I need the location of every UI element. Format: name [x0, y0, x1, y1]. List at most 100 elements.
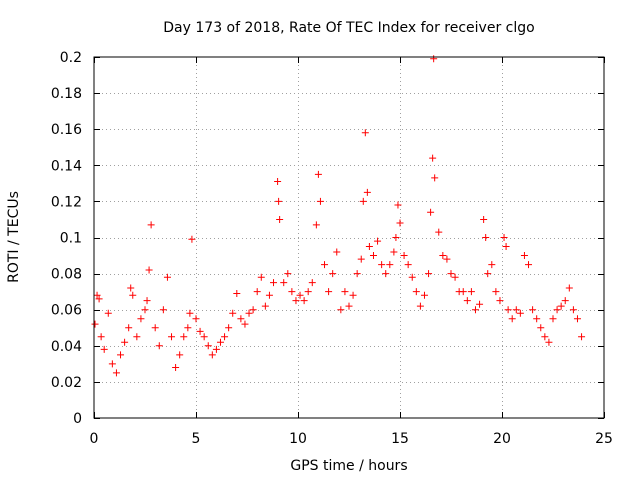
- data-point: [378, 261, 386, 269]
- y-axis-label: ROTI / TECUs: [6, 191, 22, 283]
- data-point: [341, 288, 349, 296]
- data-point: [430, 55, 438, 63]
- data-point: [325, 288, 333, 296]
- y-tick-label: 0.12: [51, 194, 82, 210]
- data-point: [476, 300, 484, 308]
- data-point: [108, 360, 116, 368]
- data-point: [284, 270, 292, 278]
- data-point: [155, 342, 163, 350]
- data-point: [145, 266, 153, 274]
- data-point: [104, 309, 112, 317]
- x-tick-label: 10: [289, 431, 307, 447]
- data-point: [549, 315, 557, 323]
- data-point: [447, 270, 455, 278]
- data-point: [420, 291, 428, 299]
- data-point: [337, 306, 345, 314]
- data-point: [482, 234, 490, 241]
- y-tick-label: 0.18: [51, 86, 82, 102]
- data-point: [237, 315, 245, 323]
- data-point: [569, 306, 577, 314]
- data-point: [314, 170, 322, 178]
- data-point: [484, 270, 492, 278]
- data-point: [186, 309, 194, 317]
- y-tick-label: 0.02: [51, 375, 82, 391]
- data-point: [408, 273, 416, 281]
- data-point: [361, 129, 369, 137]
- x-tick-label: 5: [192, 431, 201, 447]
- data-point: [300, 297, 308, 305]
- data-point: [488, 261, 496, 269]
- data-point: [312, 221, 320, 229]
- grid-lines: [94, 57, 604, 418]
- x-tick-labels: 0 5 10 15 20 25: [90, 431, 613, 447]
- data-point: [200, 333, 208, 341]
- y-tick-label: 0.16: [51, 122, 82, 138]
- data-point: [392, 234, 400, 241]
- data-point: [363, 188, 371, 196]
- data-point: [208, 351, 216, 359]
- data-point: [435, 228, 443, 236]
- data-point: [512, 306, 520, 314]
- data-point: [151, 324, 159, 332]
- y-tick-label: 0: [73, 411, 82, 427]
- y-tick-label: 0.08: [51, 267, 82, 283]
- data-point: [565, 284, 573, 292]
- data-point: [537, 324, 545, 332]
- y-tick-label: 0.1: [60, 231, 82, 247]
- data-point: [374, 237, 382, 245]
- data-point: [349, 291, 357, 299]
- data-point: [192, 315, 200, 323]
- data-point: [365, 243, 373, 251]
- data-point: [143, 297, 151, 305]
- data-point: [296, 291, 304, 299]
- data-point: [112, 369, 120, 377]
- data-point: [141, 306, 149, 314]
- data-point: [221, 333, 229, 341]
- data-point: [508, 315, 516, 323]
- data-point: [225, 324, 233, 332]
- x-axis-label: GPS time / hours: [290, 458, 407, 474]
- data-point: [159, 306, 167, 314]
- data-point: [274, 178, 282, 186]
- data-point: [427, 208, 435, 216]
- data-point: [204, 342, 212, 350]
- data-point: [516, 309, 524, 317]
- data-point: [304, 288, 312, 296]
- data-point: [359, 197, 367, 205]
- data-point: [496, 297, 504, 305]
- data-point: [292, 297, 300, 305]
- data-point: [288, 288, 296, 296]
- chart-title: Day 173 of 2018, Rate Of TEC Index for r…: [163, 20, 534, 36]
- data-point: [390, 248, 398, 256]
- data-point: [147, 221, 155, 229]
- data-point: [400, 252, 408, 260]
- data-point: [216, 338, 224, 346]
- data-point: [275, 197, 283, 205]
- data-point: [308, 279, 316, 287]
- data-point: [196, 327, 204, 335]
- data-point: [265, 291, 273, 299]
- y-tick-label: 0.2: [60, 50, 82, 66]
- data-point: [451, 273, 459, 281]
- x-tick-label: 15: [391, 431, 409, 447]
- data-point: [545, 338, 553, 346]
- data-point: [459, 288, 467, 296]
- data-point: [386, 261, 394, 269]
- data-point: [463, 297, 471, 305]
- data-point: [184, 324, 192, 332]
- data-point: [280, 279, 288, 287]
- axis-ticks: [94, 57, 605, 419]
- data-point: [97, 333, 105, 341]
- data-point: [129, 291, 137, 299]
- data-point: [500, 234, 508, 241]
- data-point: [357, 255, 365, 263]
- data-point: [329, 270, 337, 278]
- data-point: [471, 306, 479, 314]
- data-point: [439, 252, 447, 260]
- data-point: [188, 235, 196, 243]
- data-point: [396, 219, 404, 227]
- data-point: [276, 215, 284, 223]
- data-point: [241, 320, 249, 328]
- data-point: [504, 306, 512, 314]
- data-point: [369, 252, 377, 260]
